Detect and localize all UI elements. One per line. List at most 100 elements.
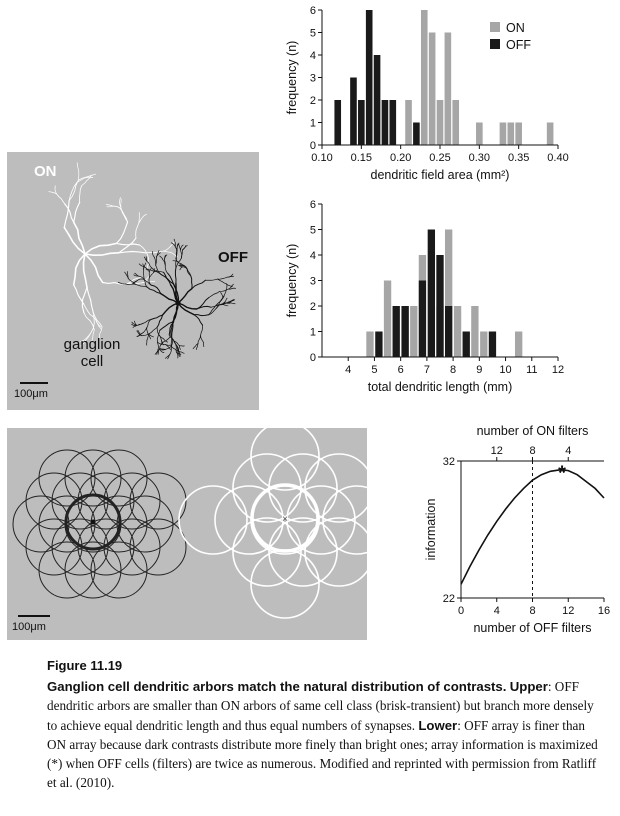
dendrite-branch	[157, 341, 159, 350]
dendrite-branch	[155, 256, 158, 266]
dendrite-branch	[181, 249, 183, 259]
legend-label-on: ON	[506, 21, 525, 35]
dendrite-branch	[81, 286, 88, 314]
dendrite-branch	[195, 343, 199, 350]
dendrite-branch	[178, 351, 185, 354]
dendrite-branch	[174, 282, 179, 304]
off-label: OFF	[218, 249, 248, 266]
dendrite-branch	[141, 333, 150, 337]
info-y-tick-label: 32	[443, 456, 455, 468]
dendrite-branch	[125, 277, 143, 285]
on-receptive-field	[250, 549, 320, 619]
dendrite-branch	[177, 302, 195, 316]
caption-body: Ganglion cell dendritic arbors match the…	[47, 677, 607, 792]
dendrite-branch	[143, 262, 146, 270]
ganglion-cell-label-line1: ganglion	[63, 336, 121, 353]
dendrite-branch	[63, 226, 86, 255]
off-receptive-field	[77, 472, 135, 530]
dendrite-branch	[135, 283, 148, 288]
scale-bar-label: 100μm	[14, 388, 48, 400]
dendrite-branch	[164, 264, 169, 274]
on-receptive-field	[214, 485, 284, 555]
dendrite-branch	[161, 340, 164, 346]
dendrite-branch	[175, 255, 177, 269]
bar-on	[405, 100, 412, 145]
dendrite-branch	[165, 354, 171, 359]
dendrite-branch	[229, 302, 236, 305]
dendrite-branch	[135, 323, 144, 326]
dendrite-branch	[163, 240, 176, 252]
bar-off	[444, 306, 453, 357]
dendrite-branch	[191, 279, 206, 290]
dendrite-branch	[179, 264, 184, 267]
bar-on	[499, 122, 507, 145]
y-tick-label: 0	[310, 352, 316, 364]
legend-swatch-off	[490, 39, 500, 49]
x-tick-label: 0.35	[508, 152, 529, 164]
bar-off	[334, 100, 342, 145]
dendrite-branch	[81, 174, 92, 186]
dendrite-branch	[217, 278, 227, 285]
on-label: ON	[34, 163, 57, 180]
dendrite-branch	[167, 272, 175, 285]
dendrite-branch	[93, 316, 101, 328]
information-curve-chart: 0 4 8 12 16 12 8 4 22 32 * number of OFF filters num…	[424, 424, 610, 635]
dendrite-branch	[146, 319, 152, 328]
legend-swatch-on	[490, 22, 500, 32]
dendrite-branch	[150, 314, 164, 321]
y-tick-label: 5	[310, 225, 316, 237]
dendrite-branch	[164, 254, 167, 260]
dendrite-branch	[78, 185, 83, 203]
info-top-axis-label: number of ON filters	[477, 424, 589, 438]
bar-on	[476, 122, 483, 145]
dendrite-branch	[142, 319, 152, 324]
dendrite-branch	[145, 268, 150, 273]
y-tick-label: 5	[310, 28, 316, 40]
dendrite-branch	[155, 265, 162, 275]
dendrite-branch	[172, 283, 180, 304]
dendrite-branch	[80, 332, 91, 347]
dendrite-branch	[176, 248, 178, 257]
dendrite-branch	[141, 327, 148, 334]
off-receptive-field	[90, 541, 148, 599]
dendrite-branch	[72, 221, 86, 255]
bar-off	[373, 55, 381, 145]
dendrite-branch	[192, 343, 199, 350]
dendrite-branch	[157, 348, 161, 355]
info-y-axis-label: information	[424, 499, 438, 561]
on-receptive-field	[322, 485, 367, 555]
dendrite-branch	[154, 256, 157, 266]
dendrite-branch	[164, 345, 172, 350]
y-tick-label: 2	[310, 95, 316, 107]
dendrite-branch	[171, 242, 176, 248]
x-tick-label: 9	[476, 364, 482, 376]
x-tick-label: 10	[499, 364, 511, 376]
dendrite-branch	[150, 266, 162, 275]
dendrite-branch	[200, 324, 203, 336]
dendrite-branch	[63, 200, 70, 229]
off-receptive-field	[12, 495, 70, 553]
bar-off	[392, 306, 400, 357]
dendrite-branch	[144, 250, 165, 254]
x-tick-label: 0.30	[469, 152, 490, 164]
dendrite-branch	[215, 300, 221, 309]
dendrite-branch	[82, 253, 88, 289]
dendrite-branch	[133, 320, 138, 326]
mosaic-scale-bar	[18, 615, 50, 617]
off-mosaic	[12, 449, 187, 599]
dendrite-branch	[156, 329, 161, 343]
bar-on	[444, 32, 452, 145]
dendrite-branch	[89, 329, 95, 346]
dendrite-branch	[133, 274, 139, 277]
y-tick-label: 3	[310, 276, 316, 288]
off-arbor	[117, 238, 236, 360]
bar-off	[413, 122, 420, 145]
dendrite-branch	[135, 222, 140, 239]
dendrite-branch	[54, 185, 57, 195]
dendrite-branch	[185, 266, 192, 277]
y-axis-label: frequency (n)	[285, 41, 299, 115]
bar-off	[436, 255, 444, 357]
dendrite-branch	[137, 329, 142, 337]
on-arbor	[48, 162, 178, 347]
dendrite-branch	[208, 304, 217, 316]
